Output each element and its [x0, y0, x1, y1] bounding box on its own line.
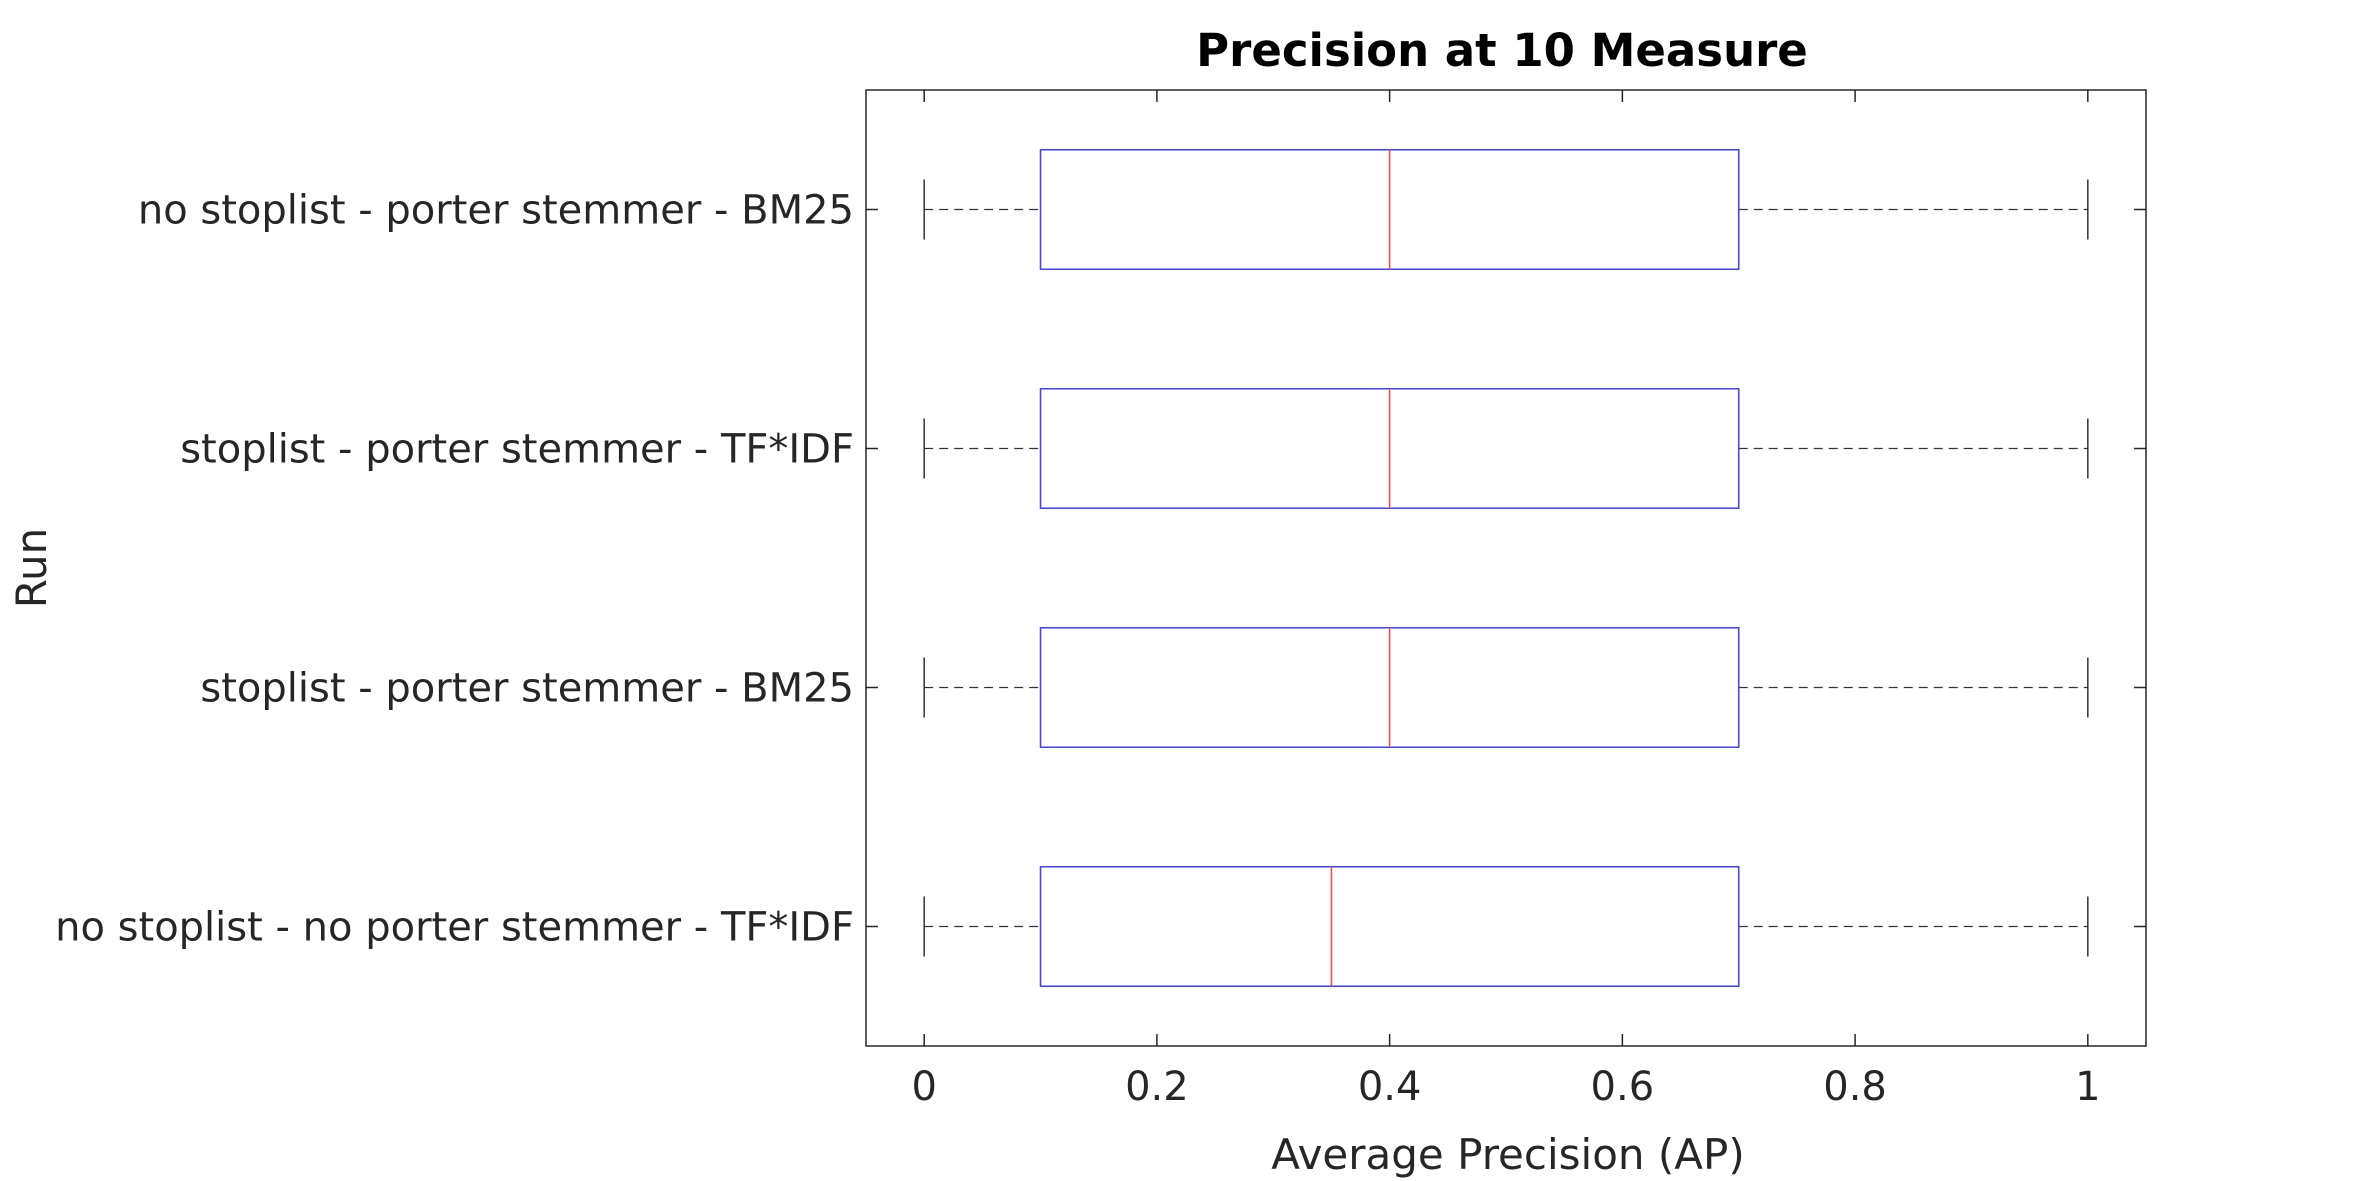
box-group: [923, 148, 2089, 271]
y-category-label: stoplist - porter stemmer - BM25: [200, 666, 854, 712]
boxes: [923, 148, 2089, 988]
x-axis: 0 0.2 0.4 0.6 0.8 1: [911, 90, 2101, 1110]
iqr-box: [1039, 865, 1740, 988]
x-tick-label: 0.6: [1591, 1064, 1655, 1110]
x-tick-label: 0.8: [1823, 1064, 1887, 1110]
x-tick-label: 0.4: [1358, 1064, 1422, 1110]
axes-frame: [865, 89, 2147, 1047]
box-group: [923, 387, 2089, 510]
box-group: [923, 865, 2089, 988]
x-tick-label: 0: [911, 1064, 936, 1110]
y-category-label: no stoplist - porter stemmer - BM25: [138, 188, 854, 234]
y-category-label: stoplist - porter stemmer - TF*IDF: [180, 427, 854, 473]
y-axis: no stoplist - porter stemmer - BM25 stopl…: [55, 188, 2146, 951]
chart-title: Precision at 10 Measure: [1196, 24, 1808, 77]
box-group: [923, 626, 2089, 749]
x-tick-label: 0.2: [1125, 1064, 1189, 1110]
x-axis-label: Average Precision (AP): [1271, 1130, 1744, 1179]
x-tick-label: 1: [2075, 1064, 2100, 1110]
y-axis-label: Run: [7, 528, 56, 609]
y-category-label: no stoplist - no porter stemmer - TF*IDF: [55, 905, 854, 951]
